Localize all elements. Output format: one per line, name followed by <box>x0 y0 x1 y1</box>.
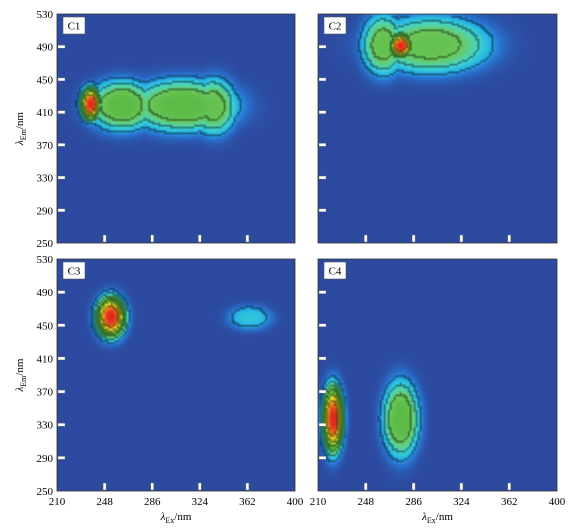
y-tick-label: 290 <box>37 453 54 465</box>
x-tick-label: 400 <box>287 496 304 508</box>
x-tick-mark <box>102 482 107 491</box>
y-tick-label: 250 <box>37 238 54 250</box>
x-tick-mark <box>198 482 202 491</box>
panel-label-text: C2 <box>329 21 342 33</box>
y-tick-label: 490 <box>37 287 54 299</box>
x-tick-mark <box>507 482 511 491</box>
x-tick-mark <box>102 234 107 243</box>
y-axis-label: λEm/nm <box>14 112 28 146</box>
x-tick-label: 210 <box>310 496 327 508</box>
x-tick-label: 400 <box>549 496 566 508</box>
y-tick-mark <box>318 110 327 114</box>
plot-frame <box>56 13 296 244</box>
y-tick-mark <box>57 77 66 82</box>
y-tick-label: 530 <box>37 254 54 266</box>
y-tick-label: 410 <box>37 353 54 365</box>
y-tick-label: 330 <box>37 173 54 185</box>
y-tick-mark <box>57 389 66 394</box>
x-tick-mark <box>150 482 154 491</box>
x-tick-label: 210 <box>49 496 66 508</box>
x-tick-mark <box>245 234 250 243</box>
y-tick-label: 290 <box>37 205 54 217</box>
panels: C1250290330370410450490530λEm/nmC2C32502… <box>14 9 566 525</box>
plot-frame <box>317 13 558 244</box>
y-tick-mark <box>57 175 66 180</box>
y-tick-mark <box>318 456 327 460</box>
panel-c3: C3 250 290 330 370 410 450 490 530 210 248 286 324 36… <box>14 254 304 525</box>
x-tick-label: 362 <box>501 496 518 508</box>
y-tick-mark <box>57 290 66 294</box>
panel-label-text: C4 <box>329 266 342 278</box>
y-tick-mark <box>318 175 327 180</box>
y-tick-mark <box>318 423 327 427</box>
x-tick-mark <box>245 482 250 491</box>
x-tick-label: 324 <box>453 496 470 508</box>
y-tick-label: 530 <box>37 9 54 21</box>
y-tick-mark <box>57 45 66 49</box>
y-tick-mark <box>318 290 327 294</box>
y-tick-label: 250 <box>37 486 54 498</box>
x-tick-mark <box>364 482 368 491</box>
panel-label: C4 <box>323 261 347 280</box>
x-tick-label: 248 <box>96 496 113 508</box>
panel-label: C2 <box>323 16 347 35</box>
x-tick-mark <box>150 234 154 243</box>
y-tick-label: 450 <box>37 320 54 332</box>
panel-c4: C4 210 248 286 324 362 400 λEx/nm <box>310 258 566 525</box>
plot-frame <box>56 258 296 492</box>
x-tick-mark <box>364 234 368 243</box>
x-tick-label: 286 <box>405 496 422 508</box>
y-tick-mark <box>57 323 66 327</box>
y-tick-mark <box>57 110 66 114</box>
panel-label: C3 <box>62 261 86 280</box>
x-axis-label: λEx/nm <box>160 511 192 525</box>
x-tick-label: 248 <box>358 496 375 508</box>
x-tick-mark <box>507 234 511 243</box>
panel-label-text: C3 <box>68 266 81 278</box>
x-tick-mark <box>459 234 464 243</box>
heatmap-c1 <box>57 14 295 243</box>
x-axis-label: λEx/nm <box>421 511 453 525</box>
x-tick-label: 286 <box>144 496 161 508</box>
x-tick-mark <box>198 234 202 243</box>
y-tick-mark <box>57 356 66 361</box>
y-tick-mark <box>318 389 327 394</box>
panel-c1: C1 250 290 330 370 410 450 490 530 λEm/nm <box>14 9 296 250</box>
y-tick-mark <box>57 456 66 460</box>
y-tick-label: 410 <box>37 107 54 119</box>
y-tick-mark <box>318 356 327 361</box>
x-tick-mark <box>459 482 464 491</box>
panel-label-text: C1 <box>68 21 81 33</box>
y-tick-mark <box>318 45 327 49</box>
y-tick-label: 330 <box>37 420 54 432</box>
y-tick-mark <box>318 143 327 147</box>
y-tick-mark <box>318 208 327 212</box>
panel-label: C1 <box>62 16 86 35</box>
y-tick-label: 370 <box>37 387 54 399</box>
y-axis-label: λEm/nm <box>14 358 28 392</box>
plot-frame <box>317 258 558 492</box>
x-tick-label: 362 <box>239 496 256 508</box>
x-tick-label: 324 <box>192 496 209 508</box>
y-tick-label: 490 <box>37 42 54 54</box>
y-tick-label: 450 <box>37 74 54 86</box>
y-tick-label: 370 <box>37 140 54 152</box>
y-tick-mark <box>57 208 66 212</box>
panel-c2: C2 <box>317 13 558 244</box>
x-tick-mark <box>411 234 416 243</box>
y-tick-mark <box>57 143 66 147</box>
y-tick-mark <box>318 323 327 327</box>
heatmap-c2 <box>318 14 557 243</box>
heatmap-c3 <box>57 259 295 491</box>
heatmap-c4 <box>318 259 557 491</box>
y-tick-mark <box>57 423 66 427</box>
y-tick-mark <box>318 77 327 82</box>
x-tick-mark <box>411 482 416 491</box>
